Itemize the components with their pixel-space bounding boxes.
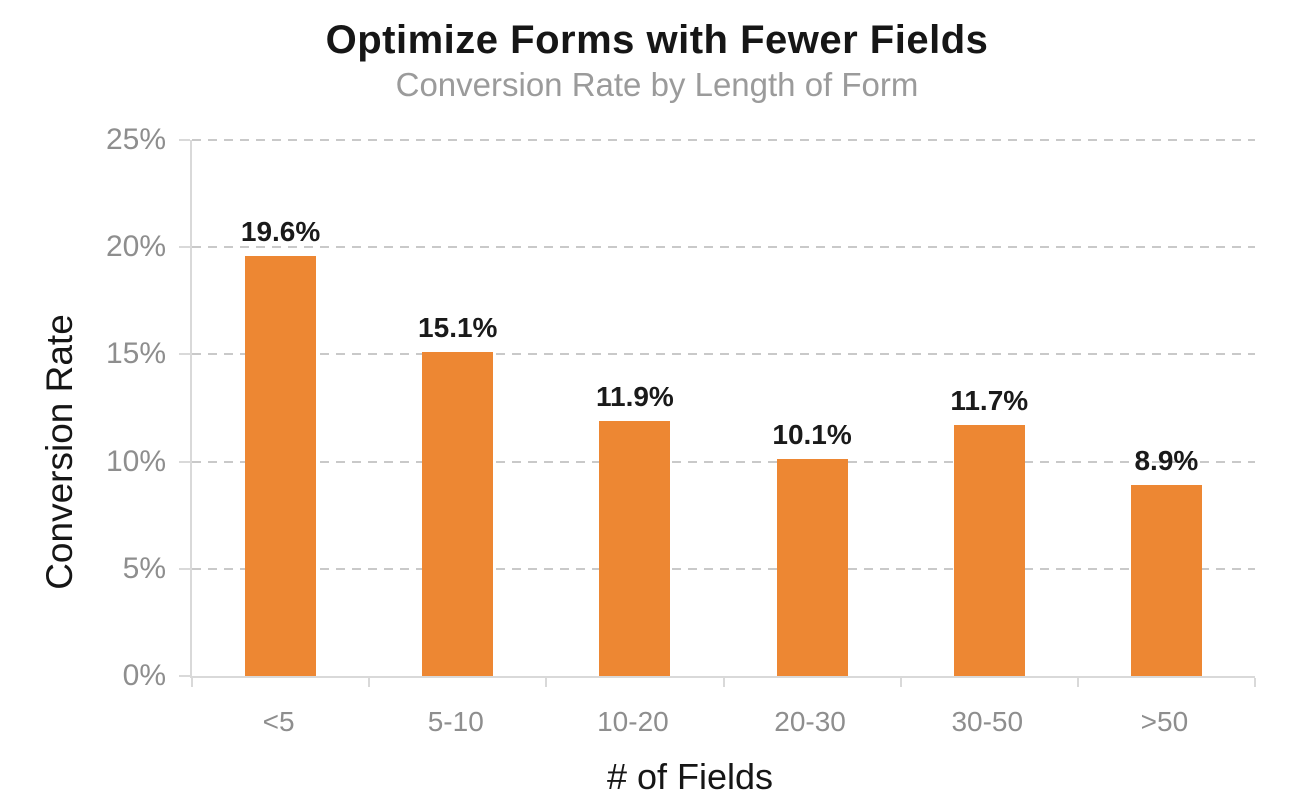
y-tick-label: 5% bbox=[122, 551, 166, 585]
x-axis-tick bbox=[1076, 678, 1079, 687]
bar-value-label: 8.9% bbox=[1134, 445, 1199, 477]
chart-subtitle: Conversion Rate by Length of Form bbox=[395, 66, 919, 103]
x-axis-tick bbox=[191, 678, 193, 687]
x-axis-tick bbox=[1254, 678, 1256, 687]
bar bbox=[953, 425, 1025, 676]
y-tick-label: 20% bbox=[105, 230, 166, 264]
x-tick-label: 30-50 bbox=[951, 706, 1024, 737]
bar-value-label: 19.6% bbox=[240, 215, 321, 247]
y-tick-label: 10% bbox=[105, 444, 166, 478]
bar-value-label: 15.1% bbox=[418, 312, 498, 344]
y-tick-label: 25% bbox=[105, 123, 166, 156]
y-tick-label: 15% bbox=[105, 337, 166, 371]
x-tick-label: 10-20 bbox=[597, 706, 669, 737]
bar bbox=[245, 255, 317, 676]
plot-area: 19.6% 15.1% 11.9% 10.1% 11.7% 8.9% bbox=[179, 139, 1256, 687]
y-axis-tick bbox=[179, 567, 190, 570]
bar bbox=[422, 352, 494, 676]
y-axis-tick bbox=[179, 353, 190, 356]
gridline bbox=[192, 567, 1255, 570]
chart-title: Optimize Forms with Fewer Fields bbox=[325, 18, 989, 62]
x-axis-tick bbox=[899, 678, 902, 687]
x-tick-label: 5-10 bbox=[427, 706, 484, 737]
x-axis-tick bbox=[545, 678, 548, 687]
x-axis-title: # of Fields bbox=[606, 756, 774, 797]
y-axis-tick bbox=[179, 246, 190, 249]
x-tick-label: <5 bbox=[262, 706, 295, 737]
bar bbox=[776, 459, 848, 676]
y-tick-label: 0% bbox=[122, 659, 166, 692]
bar-value-label: 10.1% bbox=[772, 419, 852, 451]
gridline bbox=[192, 246, 1255, 249]
bar-value-label: 11.7% bbox=[950, 385, 1029, 417]
gridline bbox=[192, 139, 1255, 141]
x-tick-label: 20-30 bbox=[774, 706, 846, 737]
bar bbox=[1130, 485, 1202, 676]
bar-value-label: 11.9% bbox=[595, 380, 674, 412]
y-axis-tick bbox=[179, 139, 190, 141]
bar bbox=[599, 420, 671, 676]
y-axis-tick bbox=[179, 460, 190, 463]
x-tick-label: >50 bbox=[1140, 706, 1189, 737]
x-axis-tick bbox=[722, 678, 725, 687]
gridline bbox=[192, 460, 1255, 463]
x-axis-tick bbox=[368, 678, 371, 687]
y-axis-tick bbox=[179, 675, 190, 677]
gridline bbox=[192, 353, 1255, 356]
